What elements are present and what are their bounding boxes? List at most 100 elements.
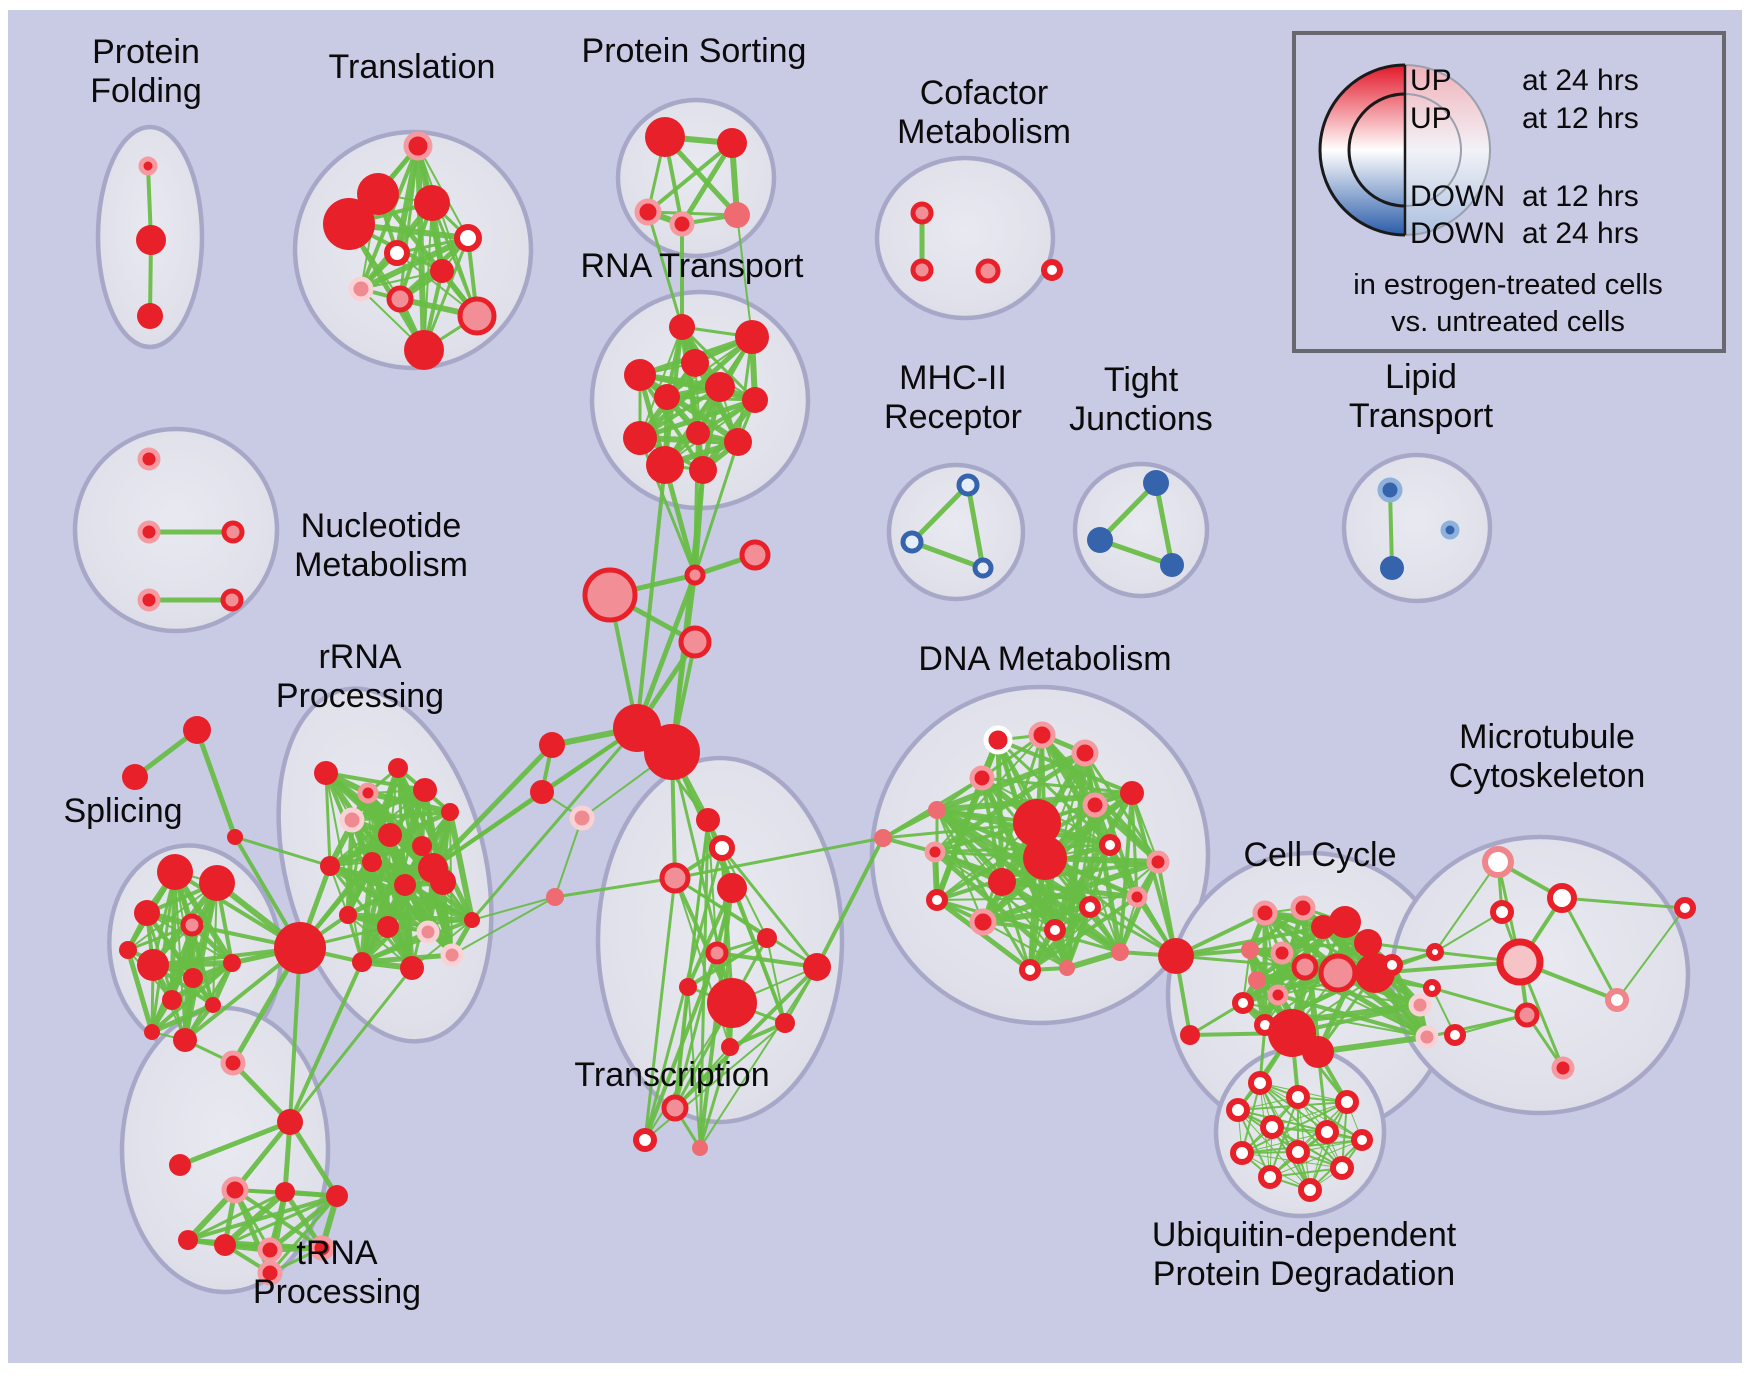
edge: [932, 849, 1070, 971]
gene-node-dna-metabolism-19: [1059, 960, 1075, 976]
gene-node-rrna-processing-18: [464, 912, 480, 928]
gene-node-transcription-3: [659, 862, 691, 894]
gene-node-ubiquitin-degradation-5: [1315, 1120, 1339, 1144]
gene-node-protein-folding-0: [138, 156, 158, 176]
edge: [358, 235, 471, 292]
gene-node-dna-metabolism-3: [969, 765, 995, 791]
gene-node-splicing-3: [180, 913, 204, 937]
gene-node-ubiquitin-degradation-3: [1226, 1098, 1250, 1122]
gene-node-tight-junctions-0: [1143, 470, 1169, 496]
gene-node-mhc-ii-receptor-0: [956, 473, 980, 497]
gene-node-cofactor-metabolism-0: [910, 201, 934, 225]
gene-node-H3: [644, 724, 700, 780]
gene-node-ubiquitin-degradation-4: [1260, 1115, 1284, 1139]
gene-node-translation-9: [457, 296, 497, 336]
edge: [1388, 488, 1394, 570]
gene-node-rna-transport-4: [705, 372, 735, 402]
edge: [646, 210, 739, 217]
edge: [149, 1002, 216, 1035]
gene-node-transcription-8: [679, 978, 697, 996]
edge: [934, 775, 985, 903]
gene-node-transcription-11: [721, 1038, 739, 1056]
edge: [935, 803, 1097, 902]
edge: [935, 808, 1032, 972]
legend-caption-line2: vs. untreated cells: [1391, 306, 1625, 338]
cluster-label-translation: Translation: [329, 48, 496, 86]
gene-node-transcription-13: [633, 1128, 657, 1152]
edge: [186, 1190, 287, 1242]
gene-node-protein-sorting-0: [645, 117, 685, 157]
edge: [1269, 1167, 1343, 1178]
gene-node-cell-cycle-4: [1354, 929, 1382, 957]
legend-time-1: at 24 hrs: [1522, 64, 1639, 97]
cluster-label-ubiquitin-degradation-line2: Protein Degradation: [1153, 1255, 1455, 1293]
gene-node-nucleotide-metabolism-4: [220, 588, 244, 612]
gene-node-B1: [874, 829, 892, 847]
edge: [909, 482, 971, 545]
gene-node-rna-transport-5: [654, 384, 680, 410]
gene-node-nucleotide-metabolism-0: [137, 447, 161, 471]
gene-node-microtubule-cytoskeleton-10: [1674, 897, 1696, 919]
gene-node-splicing-2: [134, 900, 160, 926]
gene-node-mhc-ii-receptor-1: [900, 530, 924, 554]
gene-node-cell-cycle-0: [1252, 900, 1278, 926]
gene-node-cell-cycle-17: [1415, 1025, 1439, 1049]
edge: [230, 1060, 293, 1125]
gene-node-dna-metabolism-1: [1028, 721, 1056, 749]
edge: [674, 1046, 731, 1109]
edge: [451, 896, 556, 956]
edge: [324, 771, 332, 868]
edge: [127, 882, 218, 951]
legend-direction-3: DOWN: [1410, 180, 1505, 213]
edge: [345, 912, 475, 923]
gene-node-trna-processing-5: [214, 1234, 236, 1256]
gene-node-ubiquitin-degradation-10: [1258, 1165, 1282, 1189]
legend-caption-line1: in estrogen-treated cells: [1353, 269, 1663, 301]
edge: [1269, 1101, 1348, 1178]
gene-node-nucleotide-metabolism-1: [137, 520, 161, 544]
gene-node-rna-transport-1: [735, 320, 769, 354]
legend-direction-1: UP: [1410, 64, 1452, 97]
gene-node-ubiquitin-degradation-2: [1335, 1090, 1359, 1114]
gene-node-microtubule-cytoskeleton-1: [1547, 883, 1577, 913]
edge: [288, 960, 364, 1124]
edge: [720, 846, 819, 969]
edge: [430, 742, 555, 871]
legend-inner-ring-left: [1347, 92, 1406, 208]
gene-node-translation-2: [414, 185, 450, 221]
edge: [1097, 480, 1159, 543]
gene-node-dna-metabolism-0: [983, 725, 1013, 755]
gene-node-dna-metabolism-15: [1079, 896, 1101, 918]
gene-node-cell-cycle-9: [1291, 953, 1319, 981]
edge: [288, 946, 302, 1124]
edge: [1256, 979, 1421, 1006]
edge: [766, 937, 786, 1024]
gene-node-splicing-8: [162, 990, 182, 1010]
edge: [698, 1045, 732, 1150]
edge: [554, 817, 583, 898]
gene-node-microtubule-cytoskeleton-6: [1605, 988, 1629, 1012]
cluster-label-protein-folding-line2: Folding: [90, 72, 202, 110]
edge: [223, 1194, 339, 1247]
gene-node-rrna-processing-17: [440, 943, 464, 967]
edge: [1064, 949, 1123, 971]
edge: [349, 787, 428, 823]
gene-node-splicing-6: [183, 968, 203, 988]
edge: [637, 397, 758, 441]
edge: [634, 572, 698, 731]
cluster-label-microtubule-cytoskeleton-line2: Cytoskeleton: [1449, 757, 1646, 795]
cluster-label-splicing: Splicing: [63, 792, 182, 830]
cluster-bubble-microtubule-cytoskeleton: [1389, 834, 1691, 1116]
gene-node-dna-metabolism-20: [1111, 943, 1129, 961]
edge: [715, 951, 819, 969]
gene-node-translation-5: [384, 240, 410, 266]
cluster-label-lipid-transport-line2: Transport: [1349, 397, 1494, 435]
gene-node-dna-metabolism-12: [1146, 850, 1170, 874]
edge: [1315, 1034, 1430, 1055]
gene-node-protein-sorting-2: [634, 198, 662, 226]
gene-node-trna-processing-4: [326, 1185, 348, 1207]
gene-node-rrna-processing-2: [388, 758, 408, 778]
edge: [471, 896, 556, 921]
gene-node-microtubule-cytoskeleton-5: [1423, 979, 1441, 997]
